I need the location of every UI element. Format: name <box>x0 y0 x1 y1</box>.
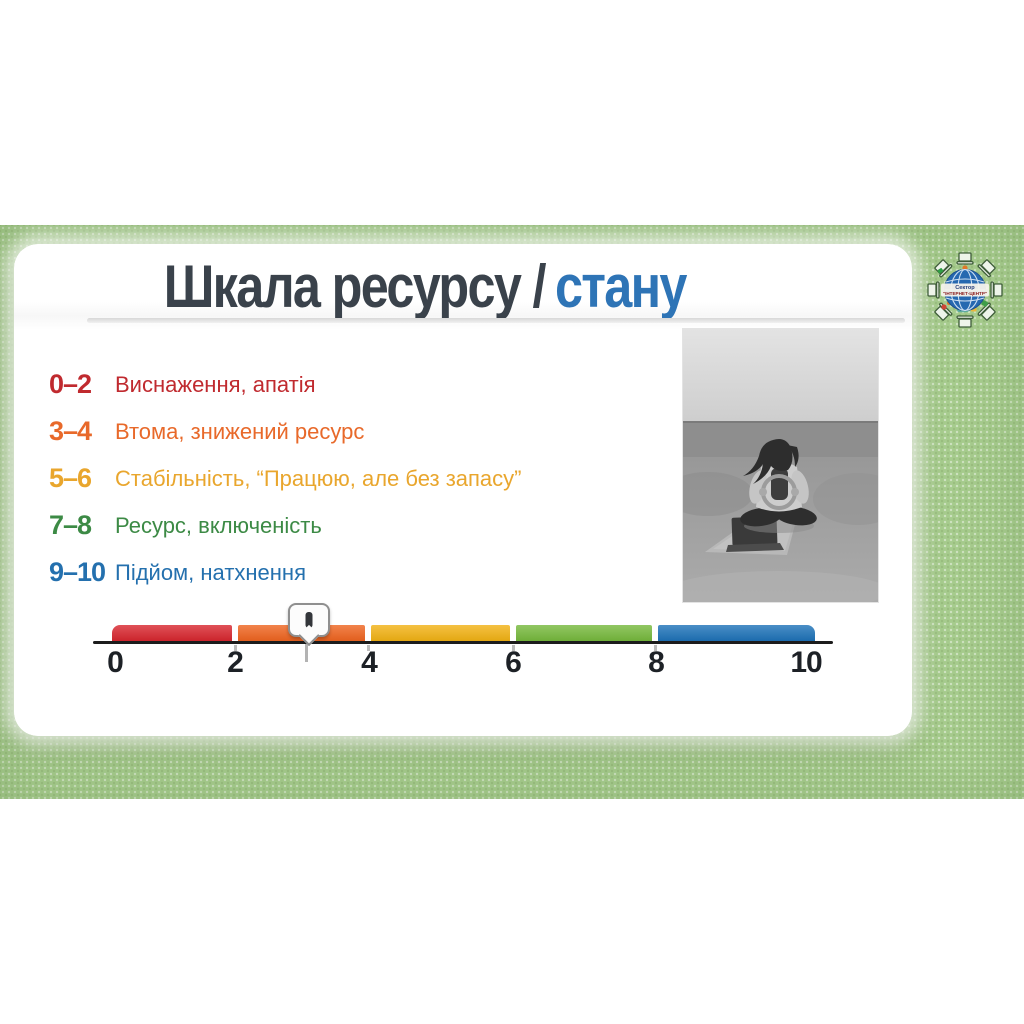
photo-person <box>740 439 817 533</box>
internet-center-logo: Сектор "ІНТЕРНЕТ-ЦЕНТР" <box>927 252 1003 328</box>
level-range: 9–10 <box>49 557 106 587</box>
scale-segment-8-10 <box>658 625 815 641</box>
level-range: 3–4 <box>49 416 92 446</box>
axis-tick-label: 4 <box>361 646 378 679</box>
list-item: 3–4 Втома, знижений ресурс <box>49 408 522 455</box>
scale-segment-6-8 <box>516 625 652 641</box>
axis-tick-label: 6 <box>505 646 522 679</box>
axis-tick <box>512 645 515 651</box>
level-label: Підйом, натхнення <box>115 559 306 585</box>
level-range: 0–2 <box>49 369 92 399</box>
axis-tick <box>654 645 657 651</box>
title-separator <box>87 318 905 323</box>
list-item: 0–2 Виснаження, апатія <box>49 361 522 408</box>
levels-list: 0–2 Виснаження, апатія 3–4 Втома, знижен… <box>49 361 522 596</box>
axis-line <box>93 641 833 644</box>
list-item: 9–10 Підйом, натхнення <box>49 549 522 596</box>
level-label: Ресурс, включеність <box>115 512 322 538</box>
scale-segment-4-6 <box>371 625 510 641</box>
logo-text-line2: "ІНТЕРНЕТ-ЦЕНТР" <box>943 291 987 296</box>
scale-segment-0-2 <box>112 625 232 641</box>
page-title: Шкала ресурсу / стану <box>163 252 688 321</box>
level-range: 5–6 <box>49 463 92 493</box>
axis-tick-label: 0 <box>107 646 124 679</box>
level-label: Стабільність, “Працюю, але без запасу” <box>115 465 522 491</box>
title-row: Шкала ресурсу / стану <box>0 252 874 321</box>
list-item: 7–8 Ресурс, включеність <box>49 502 522 549</box>
axis-tick-label: 8 <box>648 646 665 679</box>
logo-globe: Сектор "ІНТЕРНЕТ-ЦЕНТР" <box>941 268 989 312</box>
axis-tick <box>367 645 370 651</box>
page-title-main: Шкала ресурсу / <box>163 253 547 320</box>
page-title-accent: стану <box>555 253 687 320</box>
axis-tick-label: 10 <box>790 646 822 679</box>
slide-card: Шкала ресурсу / стану 0–2 Виснаження, апа… <box>14 244 912 736</box>
axis-tick-label: 2 <box>227 646 244 679</box>
logo-text-line1: Сектор <box>955 285 975 291</box>
level-range: 7–8 <box>49 510 92 540</box>
level-label: Втома, знижений ресурс <box>115 418 365 444</box>
marker-icon <box>305 612 313 628</box>
beach-photo <box>682 328 879 603</box>
slider-marker-stem <box>305 632 308 662</box>
photo-sky <box>683 329 878 421</box>
list-item: 5–6 Стабільність, “Працюю, але без запас… <box>49 455 522 502</box>
axis-tick <box>234 645 237 651</box>
slider-marker[interactable] <box>288 603 330 637</box>
level-label: Виснаження, апатія <box>115 371 316 397</box>
